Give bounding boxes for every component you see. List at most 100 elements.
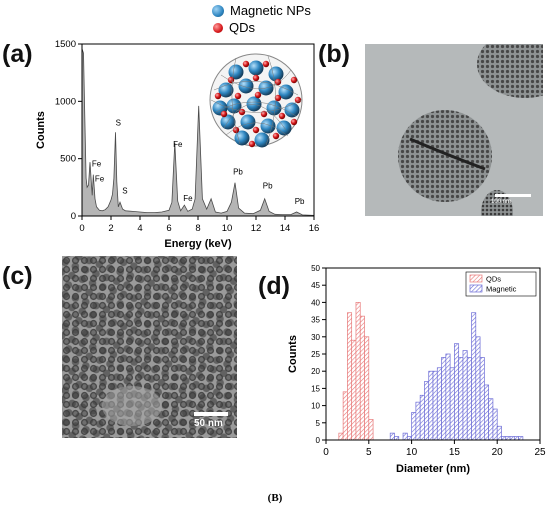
magnetic-histogram-bar [411, 412, 417, 441]
legend-item-qds: QDs [212, 20, 255, 35]
magnetic-np-particle [226, 98, 242, 114]
y-tick-label: 1500 [55, 39, 76, 50]
magnetic-np-particle [266, 100, 282, 116]
qds-histogram-bar [355, 302, 361, 441]
qd-particle [294, 96, 302, 104]
qds-histogram-bar [364, 336, 370, 441]
scale-bar-b [495, 194, 531, 197]
magnetic-histogram-bar [471, 312, 477, 441]
y-tick-label: 45 [311, 281, 320, 290]
magnetic-np-particle [240, 114, 256, 130]
qd-particle [234, 92, 242, 100]
magnetic-histogram-bar [449, 367, 455, 441]
edx-chart-plot: 0 2 4 6 8 10 12 14 16 0 500 1000 1500 Energy (keV) Cou… [35, 39, 319, 250]
x-tick-label: 8 [195, 223, 200, 234]
magnetic-histogram-bar [496, 425, 502, 441]
panel-letter-a: (a) [2, 40, 33, 68]
magnetic-np-particle [238, 78, 254, 94]
x-tick-label: 20 [492, 447, 504, 458]
peak-annotation: Pb [295, 197, 305, 206]
x-tick-label: 12 [251, 223, 262, 234]
magnetic-histogram-bar [484, 384, 489, 441]
y-tick-label: 5 [316, 419, 321, 428]
peak-annotation: Fe [183, 194, 193, 203]
magnetic-histogram-bar [428, 370, 434, 441]
qd-particle [220, 110, 228, 118]
magnetic-histogram-bar [406, 436, 412, 441]
y-axis-label: Counts [287, 335, 299, 373]
qd-particle [272, 132, 280, 140]
x-tick-label: 0 [323, 447, 329, 458]
x-tick-label: 4 [137, 223, 142, 234]
magnetic-histogram-bar [488, 398, 494, 441]
x-tick-label: 10 [222, 223, 233, 234]
scale-bar-b-label: 100 nm [491, 199, 512, 205]
y-tick-label: 15 [311, 384, 320, 393]
magnetic-np-particle [260, 118, 276, 134]
peak-annotation: S [116, 118, 121, 127]
peak-annotation: S [122, 187, 127, 196]
x-tick-label: 25 [534, 447, 546, 458]
magnetic-histogram-bar [509, 436, 515, 441]
x-tick-label: 5 [366, 447, 372, 458]
magnetic-histogram-bar [492, 408, 498, 441]
qd-particle [214, 92, 222, 100]
qd-particle [252, 126, 260, 134]
magnetic-np-particle [228, 64, 244, 80]
magnetic-np-particle [234, 130, 250, 146]
y-tick-label: 0 [316, 436, 321, 445]
magnetic-histogram-bar [441, 357, 447, 441]
x-tick-label: 14 [280, 223, 291, 234]
y-tick-label: 50 [311, 264, 320, 273]
magnetic-np-particle [278, 84, 294, 100]
qd-particle [274, 94, 282, 102]
x-tick-label: 16 [309, 223, 320, 234]
peak-annotation: Fe [95, 175, 105, 184]
magnetic-histogram-bar [479, 357, 485, 441]
x-tick-label: 15 [449, 447, 461, 458]
qd-dot-icon [213, 22, 223, 33]
peak-annotation: Fe [173, 140, 183, 149]
histogram-plot: 0 5 10 15 20 25 0 5 10 15 20 25 30 35 40 45 50 Diameter (… [287, 264, 546, 475]
tem-image-c-texture [62, 256, 237, 438]
qd-particle [238, 108, 246, 116]
magnetic-histogram-bar [458, 357, 464, 441]
magnetic-histogram-bar [475, 336, 481, 441]
qds-histogram-bar [347, 312, 353, 441]
x-axis-label: Energy (keV) [164, 238, 232, 250]
peak-annotation: Pb [263, 181, 273, 190]
panel-letter-d: (d) [258, 272, 290, 300]
y-tick-label: 35 [311, 316, 320, 325]
peak-annotation: Fe [92, 160, 102, 169]
qd-particle [290, 76, 298, 84]
magnetic-histogram-bar [445, 353, 451, 441]
y-tick-label: 1000 [55, 96, 76, 107]
legend-label-magnetic-nps: Magnetic NPs [230, 3, 311, 18]
y-tick-label: 20 [311, 367, 320, 376]
size-distribution-chart: 0 5 10 15 20 25 0 5 10 15 20 25 30 35 40 45 50 Diameter (… [287, 264, 546, 475]
y-tick-label: 30 [311, 333, 320, 342]
qd-particle [242, 60, 250, 68]
magnetic-histogram-bar [415, 401, 421, 441]
scale-bar-c [194, 412, 228, 416]
x-tick-label: 2 [108, 223, 113, 234]
tem-image-b-texture [365, 44, 543, 216]
qds-histogram-bar [338, 432, 344, 441]
legend-item-magnetic-nps: Magnetic NPs [212, 3, 311, 18]
qds-histogram-bar [359, 315, 365, 441]
magnetic-histogram-bar [424, 381, 430, 441]
peak-annotation: Pb [233, 168, 243, 177]
qd-particle [248, 140, 256, 148]
y-tick-label: 25 [311, 350, 320, 359]
y-tick-label: 10 [311, 402, 320, 411]
qds-histogram-bar [368, 419, 374, 441]
magnetic-np-particle [268, 66, 284, 82]
x-tick-label: 10 [406, 447, 418, 458]
y-tick-label: 0 [71, 211, 76, 222]
qd-particle [274, 78, 282, 86]
legend-swatch [469, 284, 483, 293]
x-tick-label: 6 [166, 223, 171, 234]
magnetic-histogram-bar [436, 367, 442, 441]
y-tick-label: 500 [60, 154, 76, 165]
qd-particle [278, 112, 286, 120]
